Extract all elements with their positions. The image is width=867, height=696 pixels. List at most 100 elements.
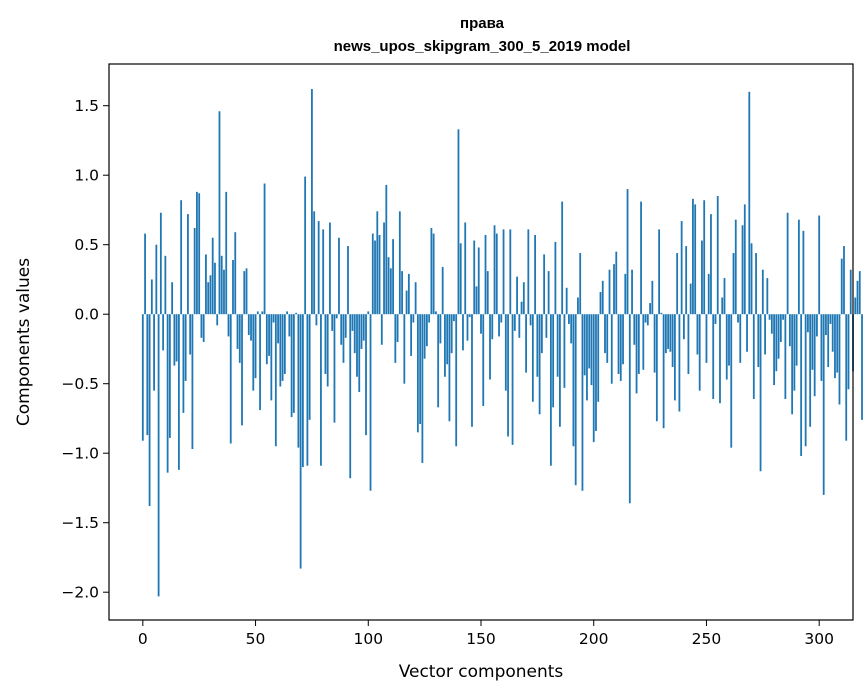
bar-121 [414, 282, 417, 315]
bar-296 [809, 314, 812, 427]
bar-284 [782, 314, 785, 320]
bar-312 [845, 314, 848, 441]
bar-211 [617, 314, 620, 374]
bar-24 [196, 191, 198, 315]
bar-147 [473, 240, 476, 315]
bar-206 [606, 314, 609, 363]
bar-109 [387, 257, 390, 315]
bar-54 [263, 183, 266, 315]
bar-143 [464, 222, 467, 315]
bar-42 [236, 314, 239, 349]
x-tick-label: 150 [466, 630, 496, 648]
y-tick-label: −1.0 [61, 445, 99, 463]
bar-176 [538, 314, 541, 415]
bar-60 [277, 314, 279, 344]
bar-257 [721, 297, 724, 315]
bar-163 [509, 229, 512, 315]
bar-271 [752, 314, 755, 399]
bar-120 [412, 314, 415, 323]
bar-122 [416, 314, 419, 433]
bar-251 [707, 273, 710, 315]
bar-12 [168, 314, 171, 438]
bar-124 [421, 314, 424, 463]
bar-212 [619, 314, 622, 381]
bar-134 [444, 314, 446, 377]
bar-154 [489, 314, 491, 380]
bar-48 [250, 314, 252, 341]
bar-155 [491, 314, 494, 340]
bar-85 [333, 314, 336, 423]
bar-30 [209, 275, 212, 315]
bar-287 [788, 314, 791, 347]
bar-151 [482, 314, 485, 406]
bar-290 [795, 314, 798, 366]
bar-84 [331, 314, 334, 331]
bar-278 [768, 314, 771, 320]
bar-113 [396, 314, 399, 342]
bar-301 [820, 314, 823, 381]
bar-235 [671, 314, 674, 368]
bar-209 [613, 264, 615, 315]
bar-16 [177, 314, 180, 470]
bar-87 [338, 237, 340, 315]
bar-181 [549, 314, 552, 466]
bar-294 [804, 314, 807, 447]
bar-258 [723, 278, 726, 315]
bar-295 [807, 314, 809, 333]
bar-106 [380, 314, 383, 345]
bar-80 [322, 229, 325, 315]
bar-99 [365, 314, 367, 436]
bar-96 [358, 314, 361, 393]
bar-319 [861, 314, 863, 420]
bar-118 [407, 273, 410, 315]
chart-subtitle: news_upos_skipgram_300_5_2019 model [334, 38, 631, 55]
bar-192 [574, 314, 577, 486]
bar-225 [649, 303, 651, 315]
bar-49 [252, 314, 255, 391]
bar-166 [516, 276, 518, 315]
bar-186 [561, 201, 564, 315]
bar-256 [719, 314, 721, 404]
x-axis-label: Vector components [399, 662, 564, 682]
bar-135 [446, 314, 449, 365]
bar-145 [468, 314, 471, 317]
bar-51 [256, 311, 259, 315]
bar-302 [822, 314, 825, 495]
bar-232 [664, 314, 667, 354]
bar-144 [466, 314, 469, 341]
bar-168 [520, 301, 523, 315]
bar-132 [439, 314, 442, 344]
bar-7 [157, 314, 160, 597]
bar-6 [155, 244, 158, 315]
bar-205 [604, 314, 606, 354]
bar-18 [182, 314, 185, 413]
bar-150 [480, 314, 482, 334]
bar-264 [737, 314, 739, 323]
bar-79 [320, 314, 322, 466]
bar-273 [757, 314, 760, 368]
bar-21 [189, 314, 192, 355]
bar-31 [211, 237, 214, 315]
bar-72 [304, 176, 307, 315]
y-tick-label: −1.5 [61, 514, 99, 532]
x-tick-label: 50 [246, 630, 266, 648]
bar-4 [150, 279, 153, 315]
bar-27 [202, 314, 205, 342]
bar-25 [198, 193, 201, 315]
bar-55 [265, 314, 268, 365]
bar-149 [477, 247, 480, 315]
bar-215 [626, 189, 629, 315]
bar-69 [297, 314, 300, 448]
bar-199 [590, 314, 593, 386]
bar-243 [689, 283, 692, 315]
bars-group [141, 89, 863, 597]
bar-98 [362, 314, 365, 341]
bar-28 [205, 254, 207, 315]
bar-274 [759, 314, 762, 472]
bar-142 [462, 314, 464, 351]
bar-280 [773, 314, 775, 386]
bar-70 [299, 314, 302, 569]
bar-283 [779, 314, 782, 342]
bar-203 [599, 291, 602, 315]
bar-23 [193, 228, 196, 315]
